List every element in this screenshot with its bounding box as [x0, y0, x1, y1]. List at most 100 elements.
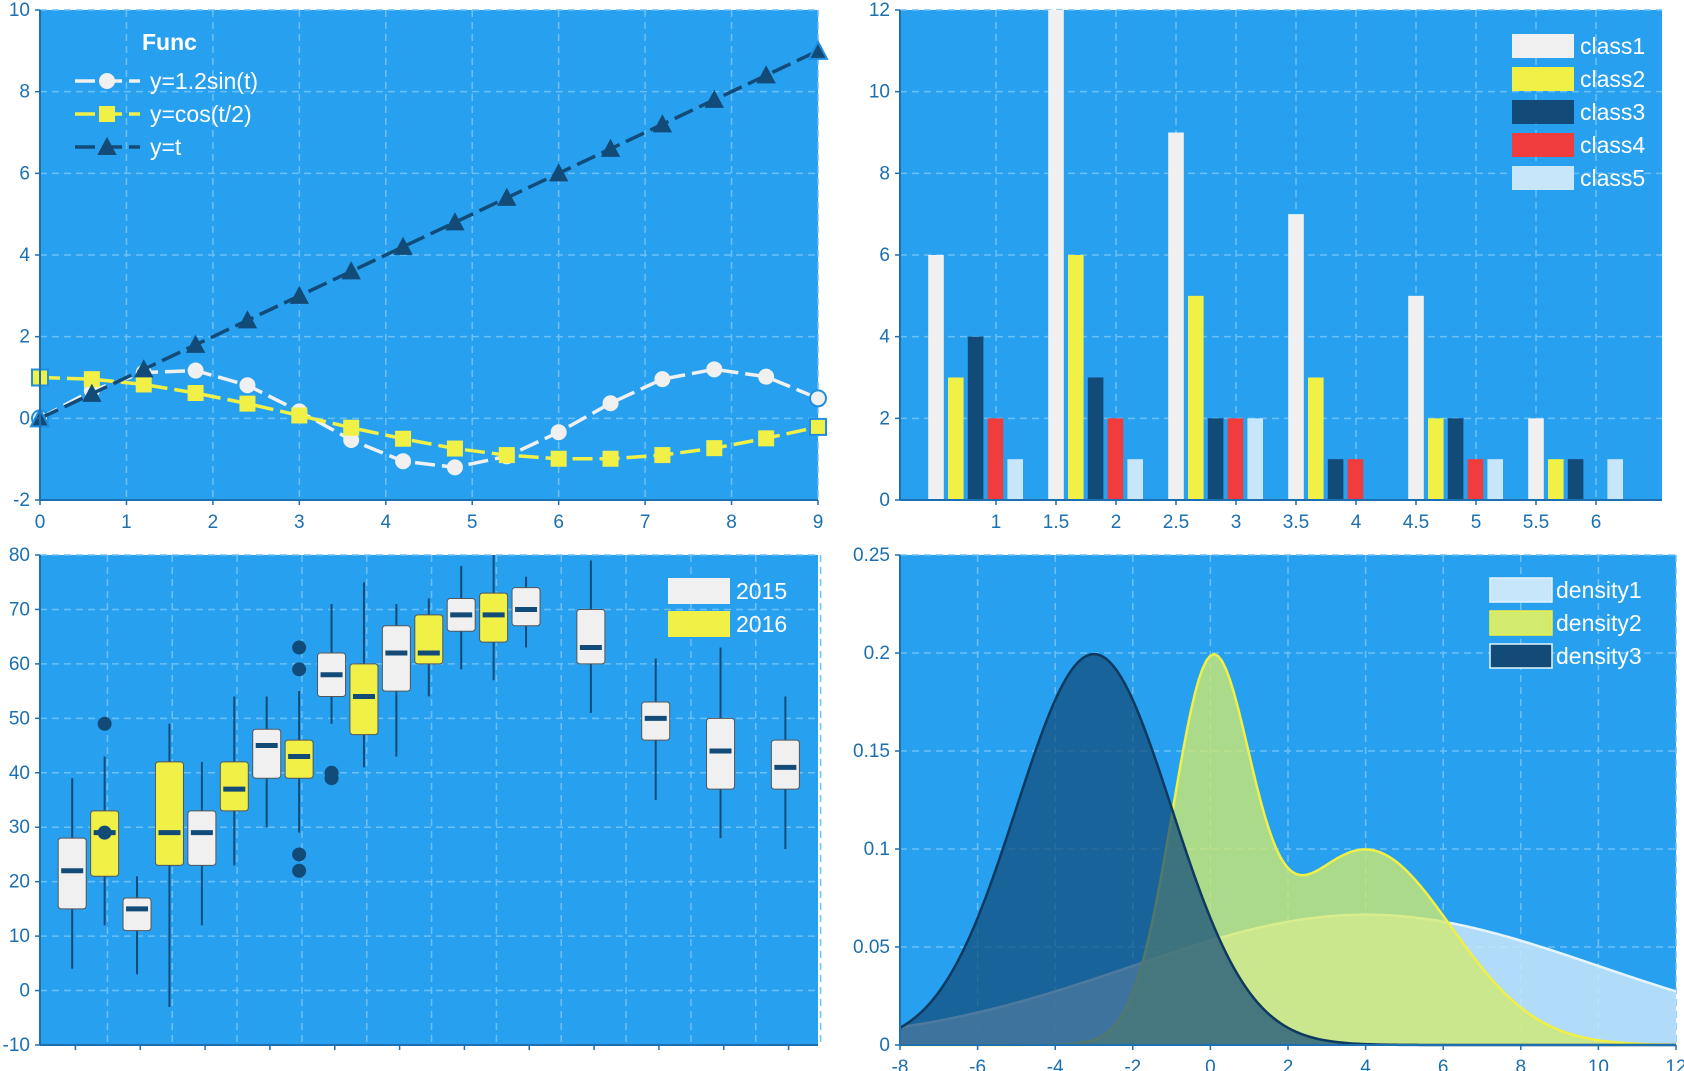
y-tick-label: 0 [879, 1035, 890, 1056]
legend-swatch-class3 [1512, 100, 1574, 124]
box-body [284, 739, 314, 779]
x-tick-label: 6 [553, 512, 564, 533]
x-tick-label: 10 [1588, 1057, 1609, 1071]
x-tick-label: 0 [1205, 1057, 1216, 1071]
legend-swatch-density2 [1489, 610, 1553, 636]
data-point-square [135, 376, 152, 393]
box-outlier [292, 662, 307, 677]
data-point-circle [758, 368, 775, 385]
y-tick-label: 30 [9, 817, 30, 838]
box-body [90, 810, 120, 877]
y-tick-label: 60 [9, 654, 30, 675]
y-tick-label: 6 [19, 163, 30, 184]
x-tick-label: 4.5 [1403, 512, 1429, 533]
bar-class4 [1467, 459, 1484, 500]
x-tick-label: -6 [969, 1057, 986, 1071]
box-plot-panel: -10 0 10 20 30 40 50 60 70 80 2015 2016 [3, 545, 822, 1056]
data-point-triangle [341, 261, 361, 280]
y-tick-label: 40 [9, 763, 30, 784]
y-tick-label: 10 [869, 82, 890, 103]
bar-class5 [1487, 459, 1503, 500]
x-tick-label: 2.5 [1163, 512, 1189, 533]
data-point-triangle [82, 383, 102, 402]
data-point-square [550, 450, 567, 467]
legend-label: density1 [1556, 577, 1642, 603]
x-tick-label: 4 [1360, 1057, 1371, 1071]
data-point-triangle [549, 163, 569, 182]
bar-class3 [1087, 377, 1104, 500]
bar-class1 [1168, 132, 1184, 500]
y-tick-label: 0.25 [853, 545, 890, 566]
box-body [641, 701, 671, 741]
y-tick-label: 0 [19, 408, 30, 429]
bar-class3 [1207, 418, 1224, 500]
data-point-circle [187, 362, 204, 379]
x-tick-label: 2 [208, 512, 219, 533]
data-point-triangle [289, 285, 309, 304]
x-tick-label: -2 [1124, 1057, 1141, 1071]
y-tick-label: 0.1 [864, 839, 890, 860]
y-tick-label: 6 [879, 245, 890, 266]
legend-swatch-class5 [1512, 166, 1574, 190]
box-body [576, 608, 606, 665]
y-tick-label: 2 [879, 408, 890, 429]
y-tick-label: 8 [19, 82, 30, 103]
data-point-triangle [237, 310, 258, 329]
bar-class3 [1447, 418, 1464, 500]
data-point-triangle [704, 89, 724, 108]
legend-label: y=cos(t/2) [150, 101, 252, 127]
data-point-square [809, 417, 827, 436]
density-area-density2 [900, 654, 1676, 1045]
legend-label: density2 [1556, 610, 1642, 636]
y-tick-label: 2 [19, 327, 30, 348]
series-line-y=cos(t/2) [39, 375, 819, 461]
bar-class1 [1048, 10, 1064, 500]
data-point-triangle [134, 359, 154, 378]
legend-label: class4 [1580, 132, 1645, 158]
legend-swatch-2015 [668, 578, 730, 604]
box-body [381, 625, 411, 692]
data-point-circle [99, 73, 115, 89]
bar-class3 [1567, 459, 1584, 500]
y-tick-label: 0 [19, 981, 30, 1002]
x-tick-label: 2 [1283, 1057, 1294, 1071]
legend-swatch-class2 [1512, 67, 1574, 91]
x-tick-label: 1.5 [1043, 512, 1069, 533]
box-body [187, 810, 217, 866]
legend-label: density3 [1556, 643, 1642, 669]
y-tick-label: 0.15 [853, 741, 890, 762]
bar-class1 [1408, 295, 1424, 500]
bar-class5 [1127, 459, 1143, 500]
data-point-circle [446, 459, 463, 476]
data-point-square [498, 447, 515, 464]
data-point-square [758, 430, 775, 447]
bar-class3 [1327, 459, 1344, 500]
data-point-circle [602, 395, 619, 412]
legend-label: class2 [1580, 66, 1645, 92]
x-tick-label: 3.5 [1283, 512, 1309, 533]
y-tick-label: 12 [869, 0, 890, 21]
density-area-density3 [900, 654, 1676, 1045]
legend-label: y=1.2sin(t) [150, 68, 258, 94]
data-point-circle [550, 424, 567, 441]
x-tick-label: 5.5 [1523, 512, 1549, 533]
data-point-triangle [807, 39, 829, 60]
y-tick-label: 4 [19, 245, 30, 266]
y-tick-label: 80 [9, 545, 30, 566]
y-tick-label: 4 [879, 327, 890, 348]
x-tick-label: 4 [380, 512, 391, 533]
box-body [252, 728, 282, 779]
legend-label: class3 [1580, 99, 1645, 125]
bar-class4 [1227, 418, 1244, 500]
legend-label: class1 [1580, 33, 1645, 59]
data-point-triangle [393, 236, 413, 255]
data-point-triangle [445, 212, 465, 231]
x-tick-label: 6 [1591, 512, 1602, 533]
legend-swatch-2016 [668, 611, 730, 637]
legend-swatch-density1 [1489, 577, 1553, 603]
x-tick-label: 6 [1438, 1057, 1449, 1071]
bar-class5 [1247, 418, 1263, 500]
data-point-square [99, 106, 115, 122]
x-tick-label: 3 [294, 512, 305, 533]
x-tick-label: 2 [1111, 512, 1122, 533]
